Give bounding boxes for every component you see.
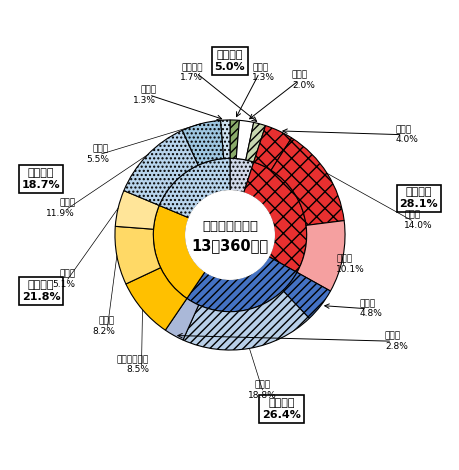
Text: その他
18.8%: その他 18.8% — [247, 380, 276, 400]
Text: 製造品出荷額等: 製造品出荷額等 — [202, 219, 257, 233]
Wedge shape — [165, 298, 198, 340]
Wedge shape — [115, 191, 159, 229]
Wedge shape — [153, 205, 205, 298]
Text: ひたちなか市
8.5%: ひたちなか市 8.5% — [117, 355, 149, 375]
Text: 県南地域
26.4%: 県南地域 26.4% — [262, 398, 300, 420]
Text: 県西地域
28.1%: 県西地域 28.1% — [398, 188, 437, 209]
Wedge shape — [159, 158, 230, 218]
Text: 筑西市
4.0%: 筑西市 4.0% — [394, 125, 417, 144]
Text: 鹿行地域
18.7%: 鹿行地域 18.7% — [22, 168, 61, 190]
Text: 古河市
10.1%: 古河市 10.1% — [336, 255, 364, 274]
Text: 神栖市
11.9%: 神栖市 11.9% — [46, 199, 75, 218]
Text: その他
14.0%: その他 14.0% — [403, 211, 432, 230]
Wedge shape — [115, 227, 160, 284]
Text: 小美玉市
1.7%: 小美玉市 1.7% — [180, 63, 203, 82]
Wedge shape — [183, 290, 308, 350]
Wedge shape — [230, 120, 239, 158]
Text: 笠間市
1.3%: 笠間市 1.3% — [252, 63, 274, 82]
Wedge shape — [126, 267, 186, 330]
Circle shape — [185, 191, 274, 279]
Wedge shape — [297, 220, 344, 291]
Wedge shape — [236, 120, 253, 160]
Wedge shape — [123, 130, 198, 205]
Wedge shape — [270, 138, 343, 226]
Wedge shape — [243, 162, 306, 273]
Wedge shape — [245, 122, 265, 162]
Text: その他
1.3%: その他 1.3% — [133, 85, 156, 105]
Wedge shape — [253, 125, 291, 170]
Text: 土浦市
4.8%: 土浦市 4.8% — [359, 299, 382, 319]
Wedge shape — [220, 120, 230, 158]
Wedge shape — [230, 158, 253, 193]
Wedge shape — [282, 273, 330, 318]
Text: 鹿嶋市
5.5%: 鹿嶋市 5.5% — [86, 144, 109, 164]
Text: 県央地域
5.0%: 県央地域 5.0% — [214, 50, 245, 72]
Text: 県北地域
21.8%: 県北地域 21.8% — [22, 280, 61, 302]
Wedge shape — [186, 257, 297, 312]
Text: 日立市
8.2%: 日立市 8.2% — [92, 317, 115, 336]
Text: 阿見町
2.8%: 阿見町 2.8% — [384, 331, 407, 351]
Wedge shape — [182, 120, 223, 165]
Text: その他
2.0%: その他 2.0% — [291, 70, 314, 90]
Text: その他
5.1%: その他 5.1% — [52, 270, 75, 289]
Text: 13兆360億円: 13兆360億円 — [191, 238, 268, 253]
